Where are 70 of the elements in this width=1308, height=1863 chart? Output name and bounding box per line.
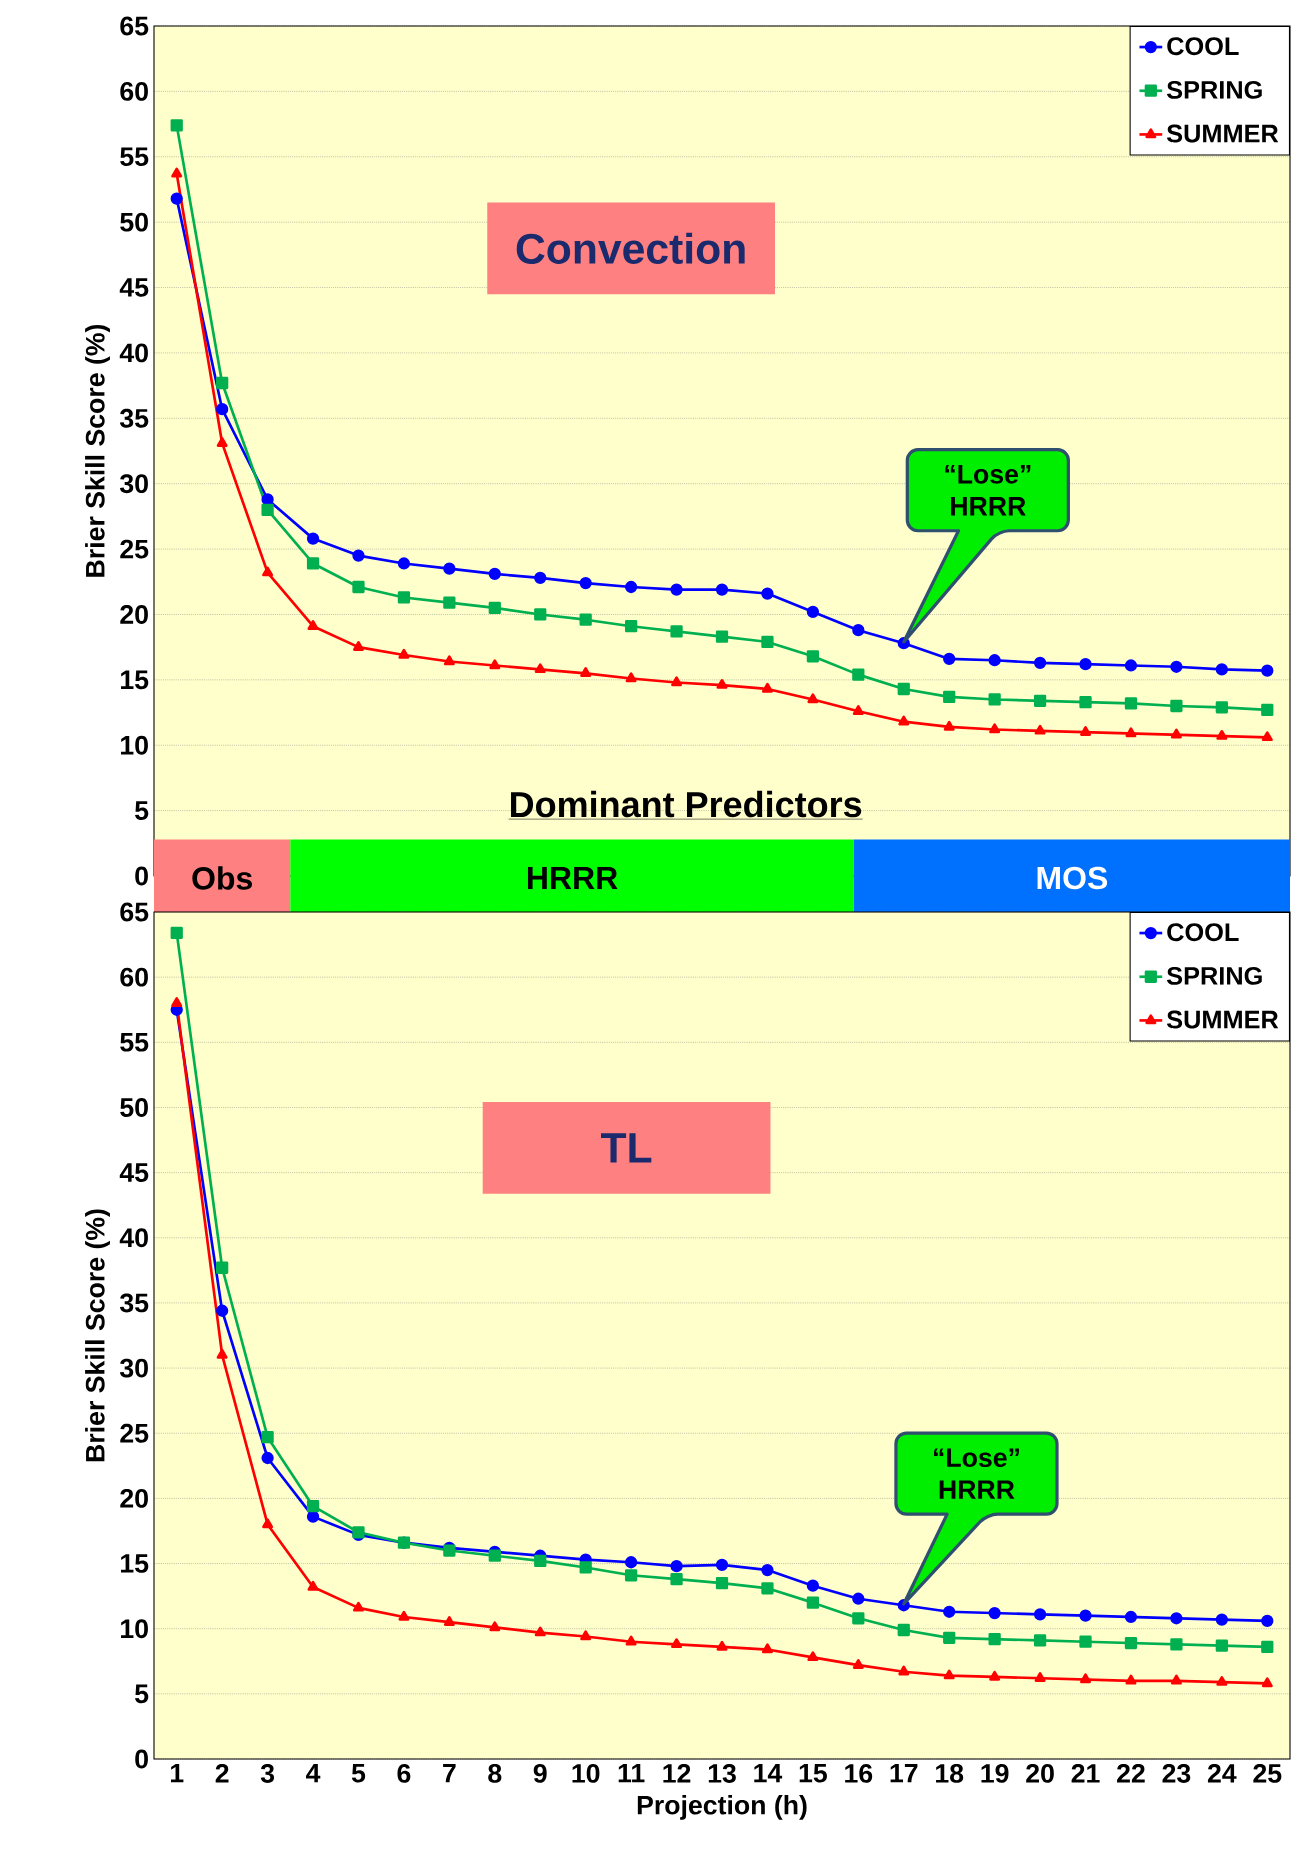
y-tick-label: 5 — [135, 1684, 149, 1704]
y-tick-label: 15 — [121, 1554, 149, 1573]
x-tick-label: 21 — [1071, 1763, 1100, 1783]
y-tick-label: 40 — [119, 343, 148, 363]
y-tick-label: 20 — [120, 605, 148, 624]
legend-label: SPRING — [1166, 966, 1262, 985]
y-tick-label: 0 — [135, 866, 148, 886]
y-tick-label: 40 — [119, 1228, 148, 1248]
legend-label: SPRING — [1166, 80, 1262, 99]
y-tick-label: 15 — [121, 670, 149, 690]
x-tick-label: 11 — [618, 1763, 645, 1783]
y-tick-label: 35 — [119, 1293, 149, 1313]
y-tick-label: 10 — [121, 1619, 148, 1639]
y-tick-label: 45 — [119, 278, 149, 297]
x-tick-label: 3 — [260, 1763, 275, 1783]
x-tick-label: 1 — [170, 1763, 184, 1783]
x-tick-label: 14 — [754, 1763, 783, 1783]
legend-label: SUMMER — [1166, 1010, 1279, 1029]
y-tick-label: 55 — [120, 147, 149, 167]
x-tick-label: 6 — [397, 1763, 411, 1783]
y-tick-label: 60 — [120, 967, 148, 987]
x-tick-label: 2 — [215, 1763, 229, 1783]
x-tick-label: 4 — [306, 1763, 321, 1783]
x-tick-label: 20 — [1026, 1763, 1054, 1783]
band-label: Obs — [192, 866, 252, 890]
annotation: TL — [601, 1133, 652, 1163]
x-tick-label: 10 — [572, 1763, 600, 1783]
y-tick-label: 30 — [119, 474, 148, 494]
x-tick-label: 19 — [981, 1763, 1009, 1783]
x-tick-label: 23 — [1162, 1763, 1191, 1783]
y-tick-label: 5 — [135, 801, 149, 820]
x-axis-title: Projection (h) — [637, 1794, 807, 1820]
x-tick-label: 17 — [890, 1763, 918, 1783]
y-tick-label: 55 — [120, 1033, 149, 1052]
band-label: MOS — [1037, 866, 1108, 890]
y-tick-label: 0 — [135, 1749, 148, 1769]
band-label: HRRR — [527, 866, 618, 889]
x-tick-label: 5 — [351, 1763, 366, 1783]
y-tick-label: 65 — [120, 902, 149, 922]
x-tick-label: 13 — [708, 1763, 736, 1783]
y-tick-label: 10 — [121, 735, 148, 755]
x-tick-label: 7 — [443, 1763, 456, 1783]
y-tick-label: 35 — [119, 408, 149, 428]
legend-label: SUMMER — [1166, 124, 1279, 143]
y-tick-label: 65 — [120, 16, 149, 36]
annotation: Dominant Predictors — [511, 790, 862, 818]
x-tick-label: 8 — [488, 1763, 502, 1783]
y-tick-label: 30 — [119, 1358, 148, 1378]
y-axis-title: Brier Skill Score (%) — [85, 1209, 110, 1462]
x-tick-label: 18 — [936, 1763, 964, 1783]
x-tick-label: 9 — [533, 1763, 547, 1783]
y-tick-label: 45 — [119, 1163, 149, 1182]
x-tick-label: 12 — [663, 1763, 691, 1783]
legend-label: COOL — [1167, 923, 1239, 942]
annotation: “Lose” HRRR — [933, 1448, 1019, 1499]
y-tick-label: 25 — [120, 539, 149, 559]
x-tick-label: 24 — [1207, 1763, 1237, 1783]
y-tick-label: 50 — [120, 212, 148, 232]
x-tick-label: 15 — [799, 1763, 827, 1783]
y-tick-label: 20 — [120, 1488, 148, 1508]
annotation: “Lose” HRRR — [945, 465, 1031, 516]
x-tick-label: 25 — [1253, 1763, 1282, 1783]
y-axis-title: Brier Skill Score (%) — [85, 324, 110, 577]
annotation: Convection — [516, 232, 745, 264]
y-tick-label: 50 — [120, 1098, 148, 1117]
x-tick-label: 16 — [845, 1763, 873, 1783]
x-tick-label: 22 — [1117, 1763, 1145, 1783]
y-tick-label: 25 — [120, 1423, 149, 1443]
y-tick-label: 60 — [120, 81, 148, 101]
legend-label: COOL — [1167, 37, 1239, 56]
